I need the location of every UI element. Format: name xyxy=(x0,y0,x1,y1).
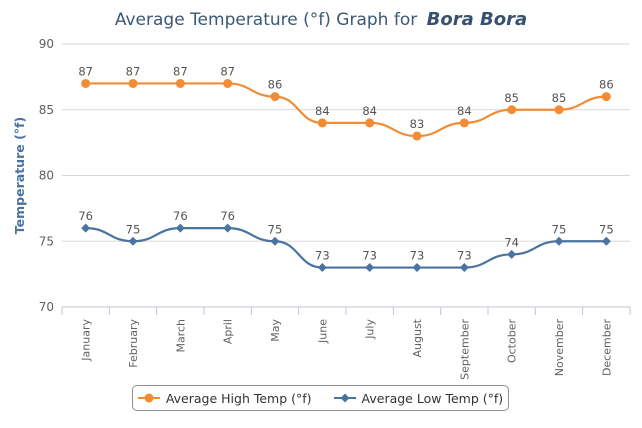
data-point-low xyxy=(412,263,422,273)
x-tick-label: January xyxy=(80,319,93,362)
data-point-low xyxy=(175,223,185,233)
data-label-high: 85 xyxy=(504,91,519,105)
y-axis-title: Temperature (°f) xyxy=(12,117,27,234)
data-point-high xyxy=(81,78,91,88)
x-tick-label: December xyxy=(600,319,613,377)
x-tick-label: March xyxy=(174,319,187,353)
legend-item-high[interactable]: Average High Temp (°f) xyxy=(137,390,312,406)
data-point-low xyxy=(81,223,91,233)
data-point-high xyxy=(270,92,280,102)
data-label-low: 76 xyxy=(220,209,235,223)
data-label-low: 73 xyxy=(410,249,425,263)
data-label-high: 87 xyxy=(78,64,93,78)
x-tick-label: October xyxy=(506,319,519,363)
legend-low-label: Average Low Temp (°f) xyxy=(361,390,504,406)
legend-item-low[interactable]: Average Low Temp (°f) xyxy=(333,390,504,406)
x-tick-label: April xyxy=(222,319,235,344)
data-point-high xyxy=(601,92,611,102)
data-label-high: 85 xyxy=(552,91,567,105)
x-tick-label: May xyxy=(269,319,282,342)
data-point-low xyxy=(459,263,469,273)
data-point-low xyxy=(223,223,233,233)
y-tick-label: 80 xyxy=(39,169,54,183)
y-tick-label: 90 xyxy=(39,37,54,51)
x-tick-label: November xyxy=(553,319,566,377)
data-label-high: 87 xyxy=(173,64,188,78)
data-label-high: 87 xyxy=(126,64,141,78)
data-point-high xyxy=(412,131,422,141)
data-label-low: 75 xyxy=(599,222,614,236)
y-tick-label: 75 xyxy=(39,234,54,248)
y-tick-label: 85 xyxy=(39,103,54,117)
data-label-high: 83 xyxy=(410,117,425,131)
data-point-low xyxy=(554,236,564,246)
chart-legend: Average High Temp (°f) Average Low Temp … xyxy=(132,385,509,411)
x-tick-label: August xyxy=(411,318,424,357)
data-point-high xyxy=(507,105,517,115)
data-label-low: 74 xyxy=(504,235,519,249)
data-label-low: 75 xyxy=(126,222,141,236)
data-label-low: 73 xyxy=(315,249,330,263)
data-point-high xyxy=(459,118,469,128)
x-tick-label: February xyxy=(127,319,140,368)
data-point-high xyxy=(317,118,327,128)
x-tick-label: June xyxy=(316,319,329,344)
data-label-high: 84 xyxy=(457,104,472,118)
data-label-high: 86 xyxy=(599,78,614,92)
data-label-low: 75 xyxy=(552,222,567,236)
data-point-high xyxy=(554,105,564,115)
data-point-high xyxy=(175,78,185,88)
data-label-low: 76 xyxy=(173,209,188,223)
chart-title: Average Temperature (°f) Graph for Bora … xyxy=(0,9,642,30)
data-label-low: 73 xyxy=(362,249,377,263)
data-point-low xyxy=(365,263,375,273)
series-line-low xyxy=(85,226,607,269)
data-label-high: 87 xyxy=(220,64,235,78)
legend-high-symbol xyxy=(137,393,160,403)
data-label-high: 86 xyxy=(268,78,283,92)
data-point-low xyxy=(601,236,611,246)
data-point-high xyxy=(365,118,375,128)
chart-title-place: Bora Bora xyxy=(426,9,528,30)
y-tick-label: 70 xyxy=(39,300,54,314)
x-tick-label: September xyxy=(458,319,471,380)
legend-low-symbol xyxy=(333,393,356,403)
data-point-low xyxy=(270,236,280,246)
data-point-high xyxy=(223,78,233,88)
x-tick-label: July xyxy=(364,319,377,340)
chart-title-prefix: Average Temperature (°f) Graph for xyxy=(114,10,418,30)
legend-high-label: Average High Temp (°f) xyxy=(165,390,312,406)
data-point-low xyxy=(317,263,327,273)
data-point-low xyxy=(507,249,517,259)
data-point-high xyxy=(128,78,138,88)
data-point-low xyxy=(128,236,138,246)
data-label-high: 84 xyxy=(362,104,377,118)
data-label-low: 75 xyxy=(268,222,283,236)
data-label-low: 76 xyxy=(78,209,93,223)
data-label-low: 73 xyxy=(457,249,472,263)
data-label-high: 84 xyxy=(315,104,330,118)
